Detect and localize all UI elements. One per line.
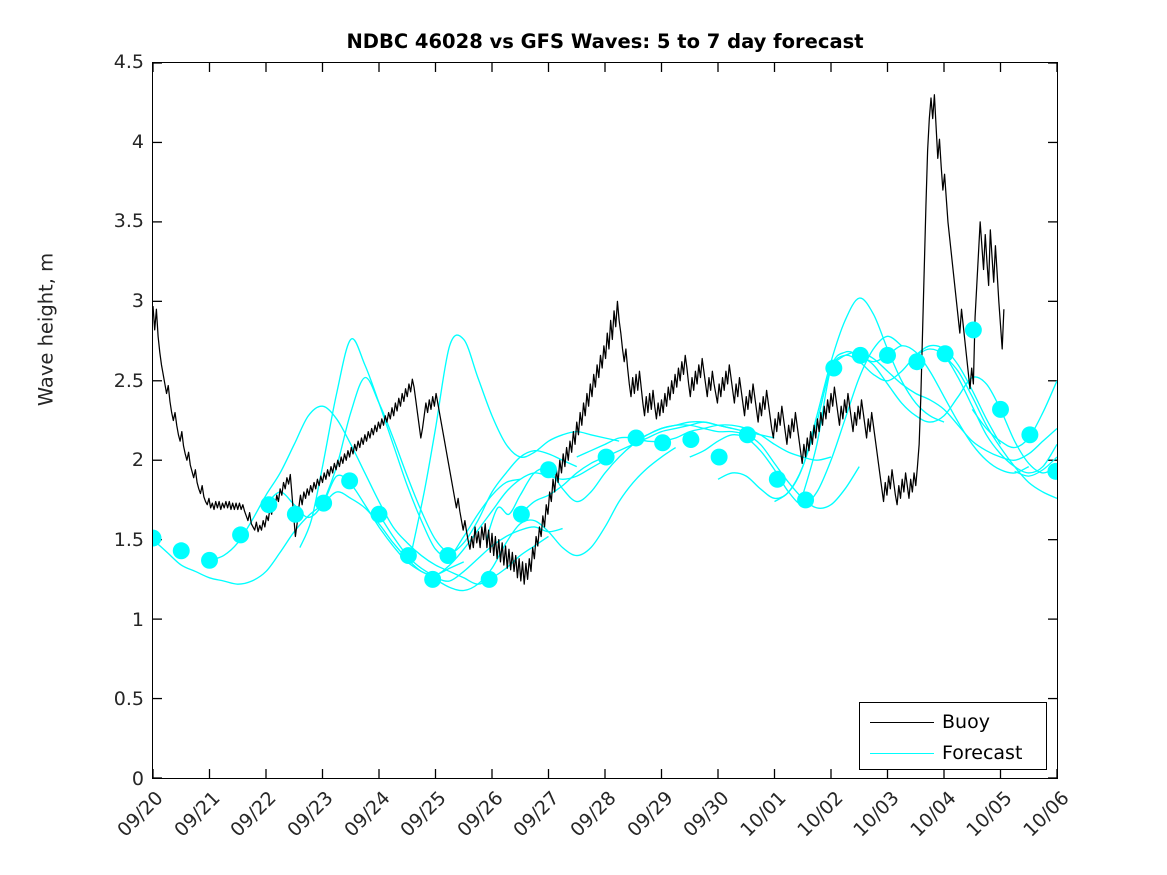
- forecast-run-line: [519, 421, 775, 515]
- forecast-run-line: [915, 348, 1057, 474]
- forecast-marker-point: [908, 353, 926, 371]
- forecast-marker-point: [512, 505, 530, 523]
- forecast-marker-point: [851, 346, 869, 364]
- forecast-marker-point: [738, 426, 756, 444]
- forecast-run-line: [1014, 456, 1057, 477]
- y-tick-label: 1.5: [113, 529, 144, 551]
- y-tick-label: 3.5: [113, 210, 144, 233]
- chart-title: NDBC 46028 vs GFS Waves: 5 to 7 day fore…: [346, 30, 864, 53]
- y-axis-tick-labels: 0 0.5 1 1.5 2 2.5 3 3.5 4 4.5: [78, 51, 144, 790]
- forecast-marker-point: [768, 470, 786, 488]
- forecast-run-line: [378, 459, 606, 576]
- forecast-run-line: [971, 380, 1057, 449]
- forecast-marker-point: [315, 494, 333, 512]
- forecast-run-line: [576, 424, 832, 461]
- forecast-run-line: [299, 338, 521, 557]
- y-tick-label: 4: [131, 130, 144, 153]
- forecast-marker-group: [153, 321, 1057, 588]
- x-tick-label: 09/20: [113, 787, 168, 842]
- x-axis-tick-labels: 09/20 09/21 09/22 09/23 09/24 09/25 09/26 09/27…: [113, 779, 1073, 875]
- forecast-marker-point: [540, 461, 557, 479]
- forecast-run-line: [153, 491, 465, 585]
- forecast-run-line: [943, 354, 1057, 499]
- buoy-series-group: [153, 94, 1005, 585]
- y-tick-label: 4.5: [113, 51, 144, 73]
- forecast-marker-point: [682, 431, 700, 449]
- x-tick-label: 10/03: [849, 787, 904, 842]
- forecast-marker-point: [1021, 426, 1039, 444]
- forecast-marker-point: [654, 434, 672, 452]
- y-tick-label: 1: [131, 608, 144, 631]
- forecast-marker-point: [710, 448, 728, 466]
- x-tick-label: 09/22: [226, 787, 281, 842]
- x-tick-label: 09/25: [396, 787, 451, 842]
- forecast-marker-point: [370, 505, 388, 523]
- forecast-marker-point: [992, 400, 1009, 418]
- y-tick-label: 0: [131, 768, 144, 790]
- x-tick-label: 10/06: [1019, 787, 1074, 842]
- forecast-run-line: [689, 335, 903, 506]
- chart-legend[interactable]: Buoy Forecast: [859, 702, 1047, 770]
- forecast-marker-point: [424, 570, 442, 588]
- forecast-marker-point: [879, 346, 896, 364]
- legend-entry-forecast[interactable]: Forecast: [860, 736, 1046, 770]
- x-tick-label: 10/04: [906, 787, 961, 842]
- forecast-marker-point: [1047, 462, 1057, 480]
- plot-area: [152, 62, 1058, 779]
- forecast-marker-point: [627, 429, 645, 447]
- legend-entry-buoy[interactable]: Buoy: [860, 705, 1046, 739]
- y-tick-label: 2.5: [113, 369, 144, 392]
- forecast-run-line: [858, 354, 1057, 474]
- forecast-marker-point: [260, 496, 278, 514]
- x-tick-label: 10/05: [962, 787, 1017, 842]
- forecast-marker-point: [172, 542, 190, 560]
- forecast-run-line: [802, 345, 1030, 496]
- x-tick-label: 09/26: [453, 787, 508, 842]
- forecast-marker-point: [797, 491, 815, 509]
- forecast-marker-point: [232, 526, 250, 544]
- x-tick-label: 09/27: [509, 787, 564, 842]
- forecast-marker-point: [480, 570, 498, 588]
- forecast-marker-point: [153, 529, 162, 547]
- forecast-marker-point: [439, 547, 457, 565]
- legend-swatch-forecast: [870, 752, 934, 754]
- x-tick-label: 09/23: [283, 787, 338, 842]
- x-tick-label: 09/24: [339, 787, 395, 842]
- x-tick-label: 10/01: [736, 787, 791, 842]
- x-tick-label: 09/29: [622, 787, 678, 842]
- y-tick-label: 2: [131, 449, 144, 472]
- forecast-marker-point: [341, 472, 359, 490]
- forecast-series-group: [153, 297, 1057, 592]
- axis-tick-marks: [153, 63, 1057, 778]
- plot-canvas: [153, 63, 1057, 778]
- legend-swatch-buoy: [870, 721, 934, 723]
- y-tick-label: 0.5: [113, 688, 144, 711]
- legend-label-buoy: Buoy: [942, 711, 990, 733]
- forecast-marker-point: [825, 359, 843, 377]
- buoy-line: [153, 94, 1005, 585]
- x-tick-label: 09/21: [169, 787, 225, 842]
- forecast-marker-point: [936, 345, 954, 363]
- x-tick-label: 09/30: [679, 787, 734, 842]
- forecast-marker-point: [597, 448, 615, 466]
- x-tick-label: 10/02: [792, 787, 848, 842]
- forecast-run-line: [435, 446, 677, 592]
- forecast-marker-point: [201, 551, 218, 569]
- forecast-run-line: [830, 351, 1057, 461]
- x-tick-label: 09/28: [566, 787, 621, 842]
- y-tick-label: 3: [131, 290, 144, 312]
- forecast-run-line: [409, 334, 620, 559]
- forecast-marker-point: [286, 505, 304, 523]
- legend-label-forecast: Forecast: [942, 742, 1023, 764]
- forecast-marker-point: [964, 321, 982, 339]
- y-axis-label: Wave height, m: [34, 252, 58, 407]
- forecast-marker-point: [399, 547, 417, 565]
- forecast-run-line: [485, 421, 733, 540]
